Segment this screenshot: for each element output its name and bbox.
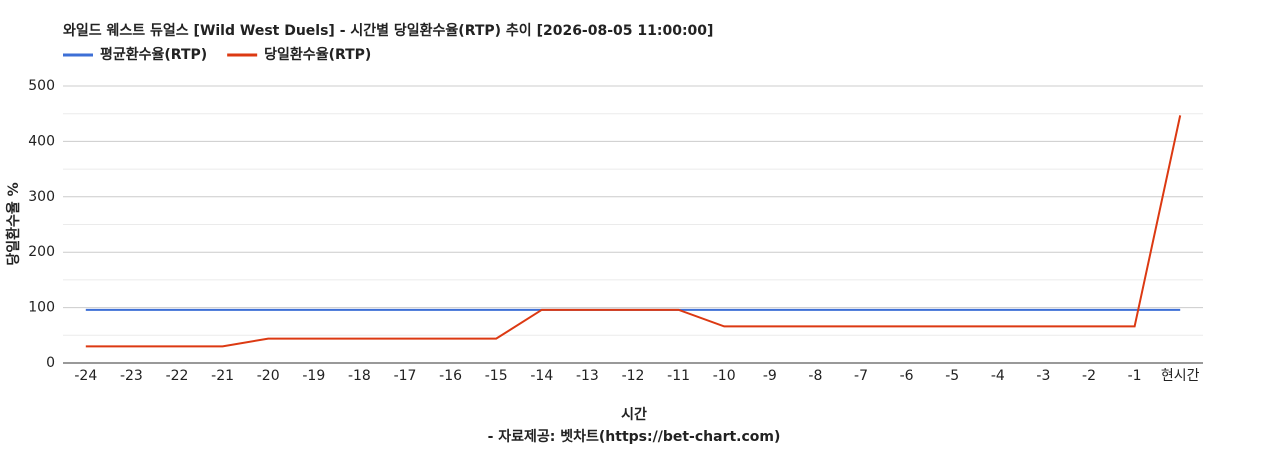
x-tick-label: -20 — [257, 368, 280, 384]
series-line — [85, 115, 1182, 348]
x-tick-label: -2 — [1082, 368, 1096, 384]
x-tick-label: 현시간 — [1161, 368, 1200, 384]
x-tick-label: -16 — [439, 368, 462, 384]
x-tick-label: -12 — [622, 368, 645, 384]
source: - 자료제공: 벳차트(https://bet-chart.com) — [488, 428, 781, 445]
y-tick-label: 300 — [28, 189, 55, 205]
legend-label: 당일환수율(RTP) — [264, 46, 371, 63]
y-axis-label: 당일환수율 % — [5, 182, 22, 265]
x-tick-label: -10 — [713, 368, 736, 384]
x-tick-label: -6 — [900, 368, 914, 384]
x-tick-label: -3 — [1036, 368, 1050, 384]
x-tick-label: -11 — [667, 368, 690, 384]
y-tick-label: 200 — [28, 244, 55, 260]
x-tick-label: -1 — [1128, 368, 1142, 384]
x-tick-label: -9 — [763, 368, 777, 384]
x-tick-label: -8 — [808, 368, 822, 384]
x-tick-label: -22 — [166, 368, 189, 384]
y-tick-label: 500 — [28, 78, 55, 94]
x-tick-label: -24 — [74, 368, 97, 384]
x-tick-label: -7 — [854, 368, 868, 384]
x-tick-label: -21 — [211, 368, 234, 384]
x-tick-label: -19 — [302, 368, 325, 384]
x-tick-label: -17 — [394, 368, 417, 384]
x-tick-label: -14 — [530, 368, 553, 384]
x-tick-label: -15 — [485, 368, 508, 384]
x-tick-label: -5 — [945, 368, 959, 384]
chart-title: 와일드 웨스트 듀얼스 [Wild West Duels] - 시간별 당일환수… — [63, 22, 713, 39]
y-tick-label: 100 — [28, 300, 55, 316]
x-tick-label: -23 — [120, 368, 143, 384]
x-axis-label: 시간 — [621, 406, 647, 423]
legend-label: 평균환수율(RTP) — [100, 46, 207, 63]
x-tick-label: -4 — [991, 368, 1005, 384]
y-tick-label: 0 — [46, 355, 55, 371]
x-tick-label: -18 — [348, 368, 371, 384]
x-tick-label: -13 — [576, 368, 599, 384]
y-tick-label: 400 — [28, 133, 55, 149]
